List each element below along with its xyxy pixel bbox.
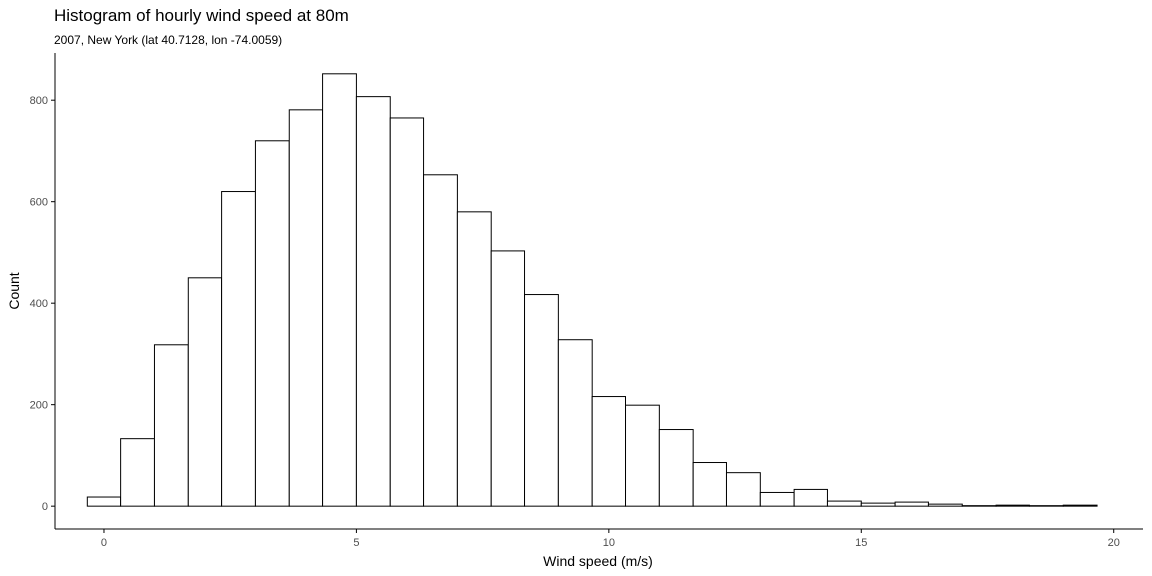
histogram-bar — [1028, 505, 1064, 507]
x-tick-label: 10 — [603, 537, 615, 549]
bars-group — [86, 73, 1098, 507]
histogram-bar — [120, 438, 155, 507]
histogram-bar — [288, 109, 324, 507]
histogram-bar — [995, 504, 1030, 507]
histogram-bar — [961, 505, 997, 507]
y-tick-label: 400 — [30, 298, 48, 310]
histogram-bar — [759, 491, 795, 507]
histogram-bar — [254, 140, 290, 507]
histogram-bar — [692, 462, 727, 507]
histogram-bar — [860, 502, 896, 507]
histogram-bar — [625, 404, 660, 507]
histogram-bar — [389, 117, 425, 507]
histogram-bar — [524, 294, 559, 507]
histogram-bar — [490, 250, 526, 507]
y-tick-label: 200 — [30, 400, 48, 412]
histogram-bar — [153, 344, 189, 507]
histogram-bar — [557, 339, 593, 507]
histogram-bar — [1062, 504, 1098, 507]
x-tick-label: 15 — [855, 537, 867, 549]
histogram-bar — [456, 211, 492, 507]
histogram-bar — [658, 429, 694, 507]
histogram-bar — [322, 73, 357, 507]
histogram-bar — [591, 396, 626, 507]
histogram-bar — [187, 277, 223, 507]
histogram-bar — [894, 501, 929, 507]
histogram-bar — [355, 96, 391, 507]
chart-title: Histogram of hourly wind speed at 80m — [54, 6, 349, 25]
histogram-bar — [423, 174, 458, 507]
axes-group: 0 200 400 600 800 0 5 10 15 20 — [30, 53, 1143, 549]
histogram-bar — [725, 472, 761, 507]
y-tick-label: 600 — [30, 197, 48, 209]
x-axis-label: Wind speed (m/s) — [543, 553, 653, 569]
histogram-bar — [826, 500, 862, 507]
x-tick-label: 5 — [353, 537, 359, 549]
y-axis-label: Count — [6, 272, 22, 309]
histogram-bar — [793, 488, 828, 507]
y-tick-label: 800 — [30, 95, 48, 107]
y-tick-label: 0 — [42, 501, 48, 513]
x-tick-label: 0 — [101, 537, 107, 549]
histogram-bar — [86, 496, 122, 507]
chart-subtitle: 2007, New York (lat 40.7128, lon -74.005… — [54, 33, 283, 47]
histogram-bar — [221, 191, 256, 507]
histogram-bar — [927, 503, 963, 507]
x-tick-label: 20 — [1108, 537, 1120, 549]
